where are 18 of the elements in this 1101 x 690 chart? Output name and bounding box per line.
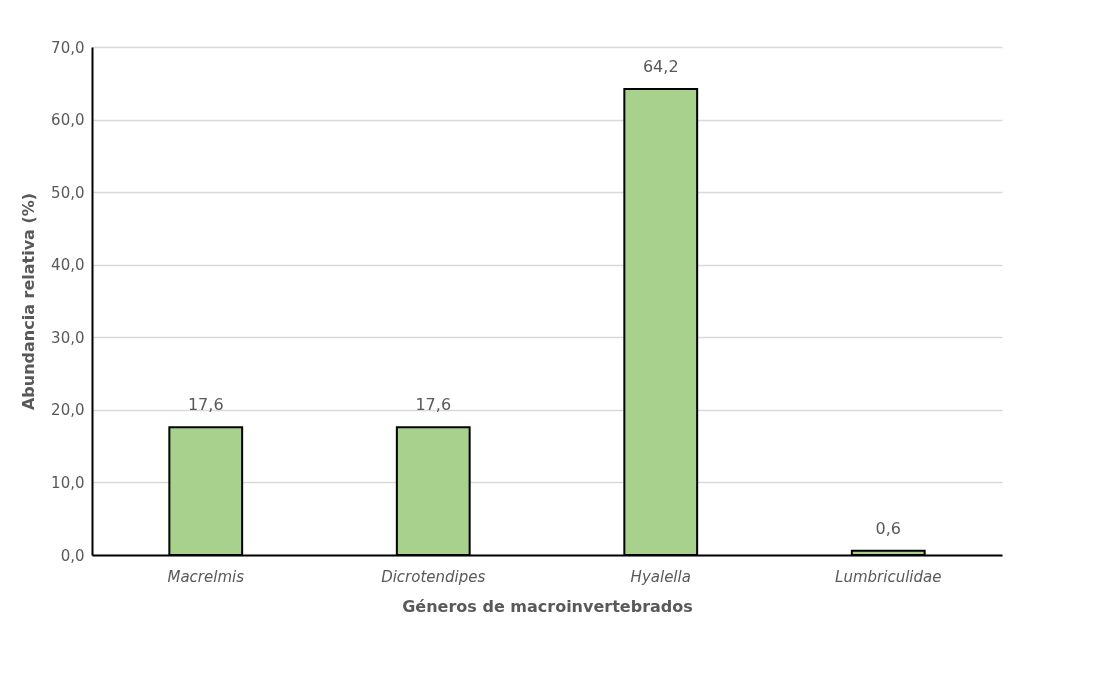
y-axis-title: Abundancia relativa (%) [19,192,39,411]
x-tick-label: Hyalella [630,567,691,586]
y-tick-label: 0,0 [60,546,85,565]
y-tick-label: 70,0 [51,38,85,57]
data-label: 17,6 [187,395,224,415]
y-tick-label: 10,0 [51,473,85,492]
x-tick-label: Dicrotendipes [381,567,486,586]
data-label: 0,6 [875,518,901,538]
y-tick-label: 40,0 [51,256,85,275]
y-tick-label: 30,0 [51,328,85,347]
y-tick-label: 20,0 [51,401,85,420]
data-label: 64,2 [642,57,679,77]
data-label: 17,6 [415,395,452,415]
y-tick-label: 50,0 [51,183,85,202]
x-axis-title: Géneros de macroinvertebrados [402,596,693,616]
x-tick-label: Lumbriculidae [835,567,942,586]
y-tick-label: 60,0 [51,111,85,130]
x-tick-label: Macrelmis [167,567,245,586]
